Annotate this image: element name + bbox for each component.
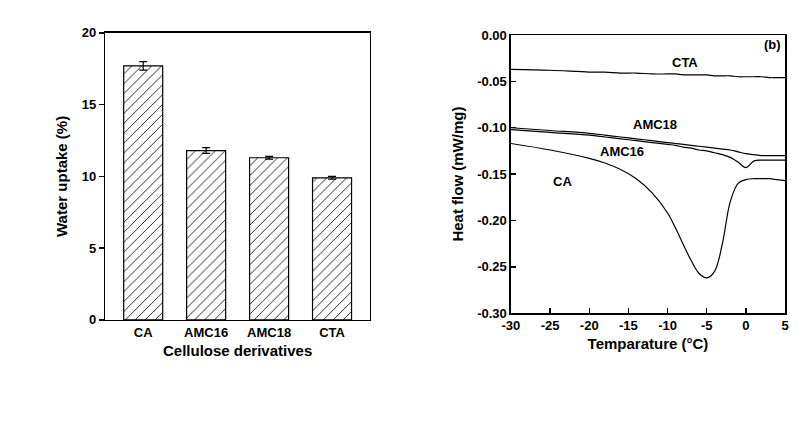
svg-text:Water uptake (%): Water uptake (%) — [53, 116, 70, 237]
svg-text:Temparature (°C): Temparature (°C) — [588, 335, 709, 352]
svg-text:CA: CA — [134, 325, 153, 340]
svg-text:-0.15: -0.15 — [477, 167, 507, 182]
svg-text:20: 20 — [82, 25, 96, 40]
svg-text:-0.05: -0.05 — [477, 74, 507, 89]
svg-text:-15: -15 — [619, 318, 638, 333]
svg-text:-0.10: -0.10 — [477, 120, 507, 135]
svg-text:10: 10 — [82, 169, 96, 184]
svg-text:AMC18: AMC18 — [633, 117, 677, 132]
svg-text:-20: -20 — [580, 318, 599, 333]
svg-text:-0.20: -0.20 — [477, 213, 507, 228]
svg-text:0: 0 — [742, 318, 749, 333]
svg-text:CA: CA — [553, 174, 572, 189]
svg-text:AMC16: AMC16 — [600, 144, 644, 159]
svg-text:CTA: CTA — [319, 325, 345, 340]
svg-text:0: 0 — [89, 312, 96, 327]
svg-text:Cellulose derivatives: Cellulose derivatives — [163, 342, 312, 359]
svg-text:5: 5 — [89, 241, 96, 256]
svg-text:CTA: CTA — [672, 55, 698, 70]
svg-text:AMC16: AMC16 — [184, 325, 228, 340]
svg-text:5: 5 — [781, 318, 788, 333]
svg-text:15: 15 — [82, 97, 96, 112]
svg-text:Heat flow (mW/mg): Heat flow (mW/mg) — [449, 107, 466, 242]
svg-text:AMC18: AMC18 — [247, 325, 291, 340]
svg-text:-10: -10 — [658, 318, 677, 333]
svg-text:(b): (b) — [764, 37, 781, 52]
svg-text:-25: -25 — [541, 318, 560, 333]
svg-text:-5: -5 — [701, 318, 713, 333]
svg-text:-30: -30 — [502, 318, 521, 333]
svg-text:-0.30: -0.30 — [477, 306, 507, 321]
svg-text:0.00: 0.00 — [482, 28, 507, 43]
svg-text:-0.25: -0.25 — [477, 259, 507, 274]
